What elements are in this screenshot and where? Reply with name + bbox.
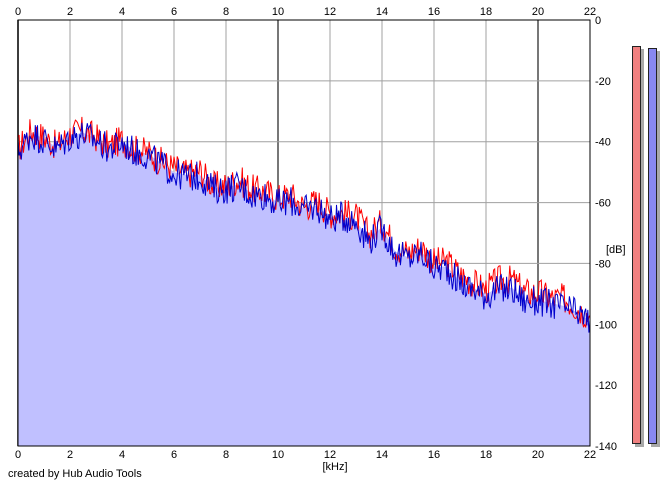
series-layer bbox=[17, 116, 591, 447]
x-tick-label-bottom: 14 bbox=[376, 449, 388, 461]
x-tick-label-top: 2 bbox=[67, 6, 73, 18]
credit-text: created by Hub Audio Tools bbox=[8, 468, 142, 480]
plot-frame bbox=[17, 19, 591, 447]
x-tick-label-top: 10 bbox=[272, 6, 284, 18]
x-tick-label-top: 18 bbox=[480, 6, 492, 18]
x-axis-label: [kHz] bbox=[322, 461, 347, 473]
x-tick-label-bottom: 10 bbox=[272, 449, 284, 461]
level-meter-left bbox=[632, 46, 641, 444]
y-tick-label: -120 bbox=[595, 380, 617, 392]
y-axis-right-ticks: 0 -20 -40 -60 -80 -100 -120 -140 bbox=[595, 15, 617, 453]
x-tick-label-bottom: 20 bbox=[532, 449, 544, 461]
x-tick-label-bottom: 16 bbox=[428, 449, 440, 461]
y-tick-label: -80 bbox=[595, 258, 611, 270]
x-tick-label-top: 22 bbox=[584, 6, 596, 18]
x-axis-top-ticks: 0 2 4 6 8 10 12 14 16 18 20 22 bbox=[15, 6, 596, 18]
x-tick-label-bottom: 18 bbox=[480, 449, 492, 461]
series-fill-area bbox=[18, 132, 590, 447]
x-tick-label-top: 16 bbox=[428, 6, 440, 18]
x-tick-label-bottom: 0 bbox=[15, 449, 21, 461]
x-tick-label-bottom: 4 bbox=[119, 449, 125, 461]
x-tick-label-top: 4 bbox=[119, 6, 125, 18]
y-tick-label: -40 bbox=[595, 137, 611, 149]
y-axis-label: [dB] bbox=[606, 244, 626, 256]
x-tick-label-top: 12 bbox=[324, 6, 336, 18]
x-axis-bottom-ticks: 0 2 4 6 8 10 12 14 16 18 20 22 bbox=[15, 449, 596, 461]
x-tick-label-bottom: 12 bbox=[324, 449, 336, 461]
y-tick-label: -20 bbox=[595, 76, 611, 88]
y-tick-label: -60 bbox=[595, 198, 611, 210]
y-tick-label: -140 bbox=[595, 441, 617, 453]
x-tick-label-top: 14 bbox=[376, 6, 388, 18]
x-tick-label-bottom: 8 bbox=[223, 449, 229, 461]
x-tick-label-bottom: 6 bbox=[171, 449, 177, 461]
x-tick-label-top: 20 bbox=[532, 6, 544, 18]
x-tick-label-bottom: 2 bbox=[67, 449, 73, 461]
x-tick-label-bottom: 22 bbox=[584, 449, 596, 461]
x-tick-label-top: 0 bbox=[15, 6, 21, 18]
x-tick-label-top: 6 bbox=[171, 6, 177, 18]
level-meter-right bbox=[648, 48, 657, 444]
x-tick-label-top: 8 bbox=[223, 6, 229, 18]
series-line bbox=[17, 122, 591, 333]
y-tick-label: -100 bbox=[595, 319, 617, 331]
y-tick-label: 0 bbox=[595, 15, 601, 27]
